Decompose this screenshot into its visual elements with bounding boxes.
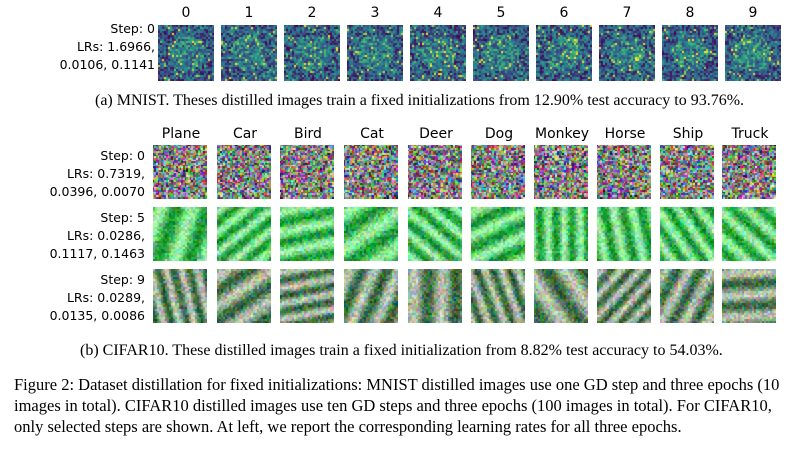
cifar-distilled-image: [471, 269, 525, 323]
cifar-row-label: Step: 0 LRs: 0.7319, 0.0396, 0.0070: [28, 147, 145, 201]
cifar-distilled-image: [153, 145, 207, 199]
cifar-distilled-image: [280, 269, 334, 323]
mnist-digit-header: 6: [559, 5, 569, 21]
cifar-class-header: Monkey: [534, 126, 590, 142]
mnist-lr-line1: LRs: 1.6966,: [76, 39, 155, 54]
cifar-row-label-line: Step: 0: [100, 148, 145, 163]
mnist-distilled-image-0: [158, 25, 214, 81]
cifar-distilled-image: [471, 207, 525, 261]
cifar-row-label-line: Step: 5: [100, 210, 145, 225]
cifar-distilled-image: [217, 207, 271, 261]
cifar-distilled-image: [217, 269, 271, 323]
cifar-distilled-image: [660, 269, 714, 323]
cifar-class-header: Plane: [161, 126, 201, 142]
mnist-distilled-image-7: [599, 25, 655, 81]
cifar-class-header: Cat: [360, 126, 384, 142]
mnist-caption: (a) MNIST. Theses distilled images train…: [95, 92, 745, 109]
cifar-distilled-image: [153, 207, 207, 261]
cifar-class-header: Deer: [419, 126, 453, 142]
cifar-distilled-image: [344, 269, 398, 323]
cifar-class-header: Horse: [604, 126, 646, 142]
cifar-row-label-line: LRs: 0.7319,: [66, 166, 145, 181]
mnist-distilled-image-2: [284, 25, 340, 81]
mnist-distilled-image-9: [725, 25, 781, 81]
cifar-row-label-line: 0.0135, 0.0086: [49, 308, 145, 323]
mnist-distilled-image-8: [662, 25, 718, 81]
mnist-digit-header: 2: [307, 5, 317, 21]
cifar-distilled-image: [153, 269, 207, 323]
cifar-distilled-image: [344, 207, 398, 261]
cifar-distilled-image: [280, 145, 334, 199]
cifar-distilled-image: [408, 145, 462, 199]
mnist-row-label: Step: 0 LRs: 1.6966, 0.0106, 0.1141: [40, 20, 155, 74]
cifar-distilled-image: [597, 145, 651, 199]
mnist-distilled-image-1: [221, 25, 277, 81]
cifar-distilled-image: [534, 207, 588, 261]
cifar-row-label-line: Step: 9: [100, 272, 145, 287]
figure-caption: Figure 2: Dataset distillation for fixed…: [14, 375, 780, 436]
cifar-distilled-image: [534, 269, 588, 323]
cifar-distilled-image: [408, 207, 462, 261]
cifar-distilled-image: [344, 145, 398, 199]
cifar-distilled-image: [217, 145, 271, 199]
mnist-lr-line2: 0.0106, 0.1141: [59, 57, 155, 72]
cifar-distilled-image: [660, 145, 714, 199]
mnist-digit-header: 1: [244, 5, 254, 21]
cifar-distilled-image: [408, 269, 462, 323]
cifar-row-label: Step: 5 LRs: 0.0286, 0.1117, 0.1463: [28, 209, 145, 263]
cifar-distilled-image: [471, 145, 525, 199]
mnist-distilled-image-4: [410, 25, 466, 81]
mnist-digit-header: 3: [370, 5, 380, 21]
mnist-step-text: Step: 0: [110, 21, 155, 36]
cifar-distilled-image: [722, 269, 776, 323]
mnist-digit-header: 4: [433, 5, 443, 21]
cifar-class-header: Dog: [484, 126, 514, 142]
cifar-class-header: Ship: [672, 126, 704, 142]
cifar-class-header: Car: [232, 126, 258, 142]
cifar-row-label-line: 0.1117, 0.1463: [49, 246, 145, 261]
cifar-distilled-image: [280, 207, 334, 261]
cifar-class-header: Bird: [294, 126, 322, 142]
cifar-row-label-line: 0.0396, 0.0070: [49, 184, 145, 199]
cifar-row-label: Step: 9 LRs: 0.0289, 0.0135, 0.0086: [28, 271, 145, 325]
cifar-distilled-image: [597, 269, 651, 323]
mnist-distilled-image-3: [347, 25, 403, 81]
mnist-digit-header: 9: [748, 5, 758, 21]
cifar-caption: (b) CIFAR10. These distilled images trai…: [80, 342, 723, 359]
mnist-distilled-image-6: [536, 25, 592, 81]
cifar-class-header: Truck: [731, 126, 769, 142]
mnist-digit-header: 0: [181, 5, 191, 21]
mnist-digit-header: 5: [496, 5, 506, 21]
cifar-distilled-image: [660, 207, 714, 261]
cifar-row-label-line: LRs: 0.0289,: [66, 290, 145, 305]
mnist-digit-header: 7: [622, 5, 632, 21]
cifar-row-label-line: LRs: 0.0286,: [66, 228, 145, 243]
cifar-distilled-image: [722, 145, 776, 199]
mnist-digit-header: 8: [685, 5, 695, 21]
cifar-distilled-image: [722, 207, 776, 261]
cifar-distilled-image: [597, 207, 651, 261]
mnist-distilled-image-5: [473, 25, 529, 81]
cifar-distilled-image: [534, 145, 588, 199]
